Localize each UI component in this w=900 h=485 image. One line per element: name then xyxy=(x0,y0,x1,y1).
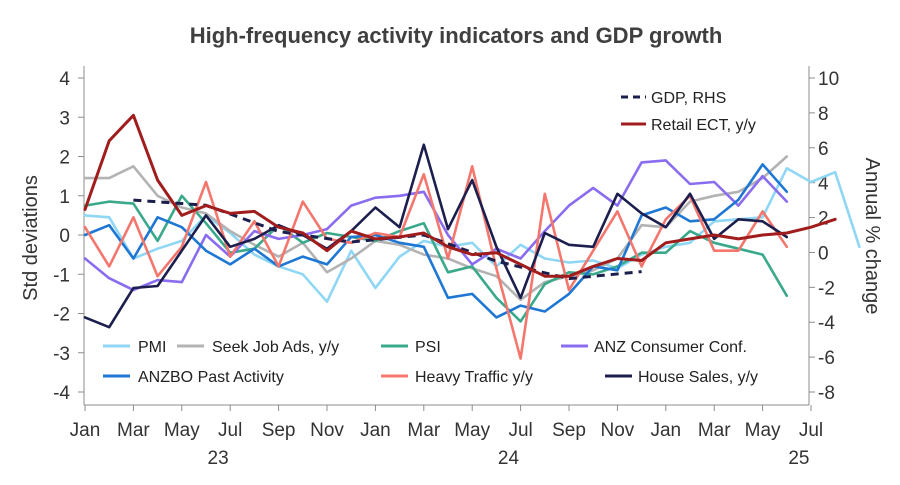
x-month-label: Sep xyxy=(552,420,586,441)
legend-item-seek: Seek Job Ads, y/y xyxy=(177,339,339,356)
legend-item-psi: PSI xyxy=(381,339,441,356)
x-month-label: Jul xyxy=(508,420,532,441)
y-left-tick-label: -4 xyxy=(53,383,70,404)
x-month-label: Jan xyxy=(360,420,391,441)
x-month-label: Jul xyxy=(218,420,242,441)
series-line-pmi xyxy=(83,167,861,304)
y-right-tick-label: -8 xyxy=(818,383,835,404)
y-left-tick-label: 2 xyxy=(59,148,70,169)
x-month-label: Nov xyxy=(310,420,344,441)
y-left-tick-label: -2 xyxy=(53,305,70,326)
series-line-seek-job-ads-y-y xyxy=(83,155,789,302)
x-month-label: May xyxy=(745,420,781,441)
y-right-tick-label: 2 xyxy=(818,209,829,230)
legend-label-anzbo: ANZBO Past Activity xyxy=(138,369,284,386)
series-line-retail-ect-y-y xyxy=(83,113,837,278)
y-right-tick-label: 0 xyxy=(818,243,829,264)
legend-item-gdp: GDP, RHS xyxy=(621,90,726,107)
series-line-psi xyxy=(83,194,789,323)
y-axis-right-ticks: 10 8 6 4 2 0 -2 -4 -6 -8 xyxy=(809,69,839,404)
legend-label-gdp: GDP, RHS xyxy=(651,90,726,107)
x-month-label: Jan xyxy=(70,420,101,441)
y-left-tick-label: 3 xyxy=(59,108,70,129)
x-year-label: 24 xyxy=(498,448,520,469)
y-left-tick-label: -3 xyxy=(53,344,70,365)
y-left-tick-label: -1 xyxy=(53,265,70,286)
x-month-label: Jul xyxy=(799,420,823,441)
x-month-label: Nov xyxy=(601,420,635,441)
y-axis-left-ticks: 4 3 2 1 0 -1 -2 -3 -4 xyxy=(53,69,84,404)
series-line-heavy-traffic-y-y xyxy=(83,165,789,360)
legend-label-seek: Seek Job Ads, y/y xyxy=(212,339,339,356)
x-month-label: May xyxy=(454,420,490,441)
y-right-tick-label: 10 xyxy=(818,69,839,90)
y-right-tick-label: -2 xyxy=(818,278,835,299)
legend-item-traffic: Heavy Traffic y/y xyxy=(381,369,533,386)
y-axis-right-label: Annual % change xyxy=(861,158,883,315)
legend-item-pmi: PMI xyxy=(103,339,166,356)
x-month-label: Sep xyxy=(262,420,296,441)
y-right-tick-label: 4 xyxy=(818,174,829,195)
legend: GDP, RHS Retail ECT, y/y PMI Seek Job Ad… xyxy=(103,90,758,386)
x-year-label: 25 xyxy=(788,448,809,469)
x-month-label: Jan xyxy=(650,420,681,441)
x-year-label: 23 xyxy=(208,448,229,469)
legend-item-house: House Sales, y/y xyxy=(605,369,758,386)
x-month-label: May xyxy=(164,420,200,441)
y-left-tick-label: 1 xyxy=(59,187,70,208)
legend-label-anz-conf: ANZ Consumer Conf. xyxy=(594,339,747,356)
legend-label-retail: Retail ECT, y/y xyxy=(651,117,756,134)
x-month-label: Mar xyxy=(698,420,731,441)
x-axis-ticks: Jan Mar May Jul Sep Nov Jan Mar May Jul Sep Nov Jan M… xyxy=(70,405,823,469)
legend-label-pmi: PMI xyxy=(138,339,166,356)
x-month-label: Mar xyxy=(117,420,150,441)
legend-label-traffic: Heavy Traffic y/y xyxy=(415,369,533,386)
y-left-tick-label: 0 xyxy=(59,226,70,247)
legend-item-anzbo: ANZBO Past Activity xyxy=(103,369,284,386)
y-right-tick-label: -6 xyxy=(818,348,835,369)
y-right-tick-label: 8 xyxy=(818,104,829,125)
y-right-tick-label: -4 xyxy=(818,313,835,334)
legend-label-psi: PSI xyxy=(415,339,441,356)
legend-label-house: House Sales, y/y xyxy=(638,369,758,386)
y-right-tick-label: 6 xyxy=(818,139,829,160)
x-month-label: Mar xyxy=(407,420,440,441)
series-line-house-sales-y-y xyxy=(83,143,789,329)
chart-title: High-frequency activity indicators and G… xyxy=(190,23,723,48)
legend-item-anz-conf: ANZ Consumer Conf. xyxy=(561,339,747,356)
y-axis-left-label: Std deviations xyxy=(20,175,42,301)
series-layer xyxy=(83,113,861,360)
legend-item-retail: Retail ECT, y/y xyxy=(621,117,756,134)
series-line-anzbo-past-activity xyxy=(83,163,789,319)
y-left-tick-label: 4 xyxy=(59,69,70,90)
